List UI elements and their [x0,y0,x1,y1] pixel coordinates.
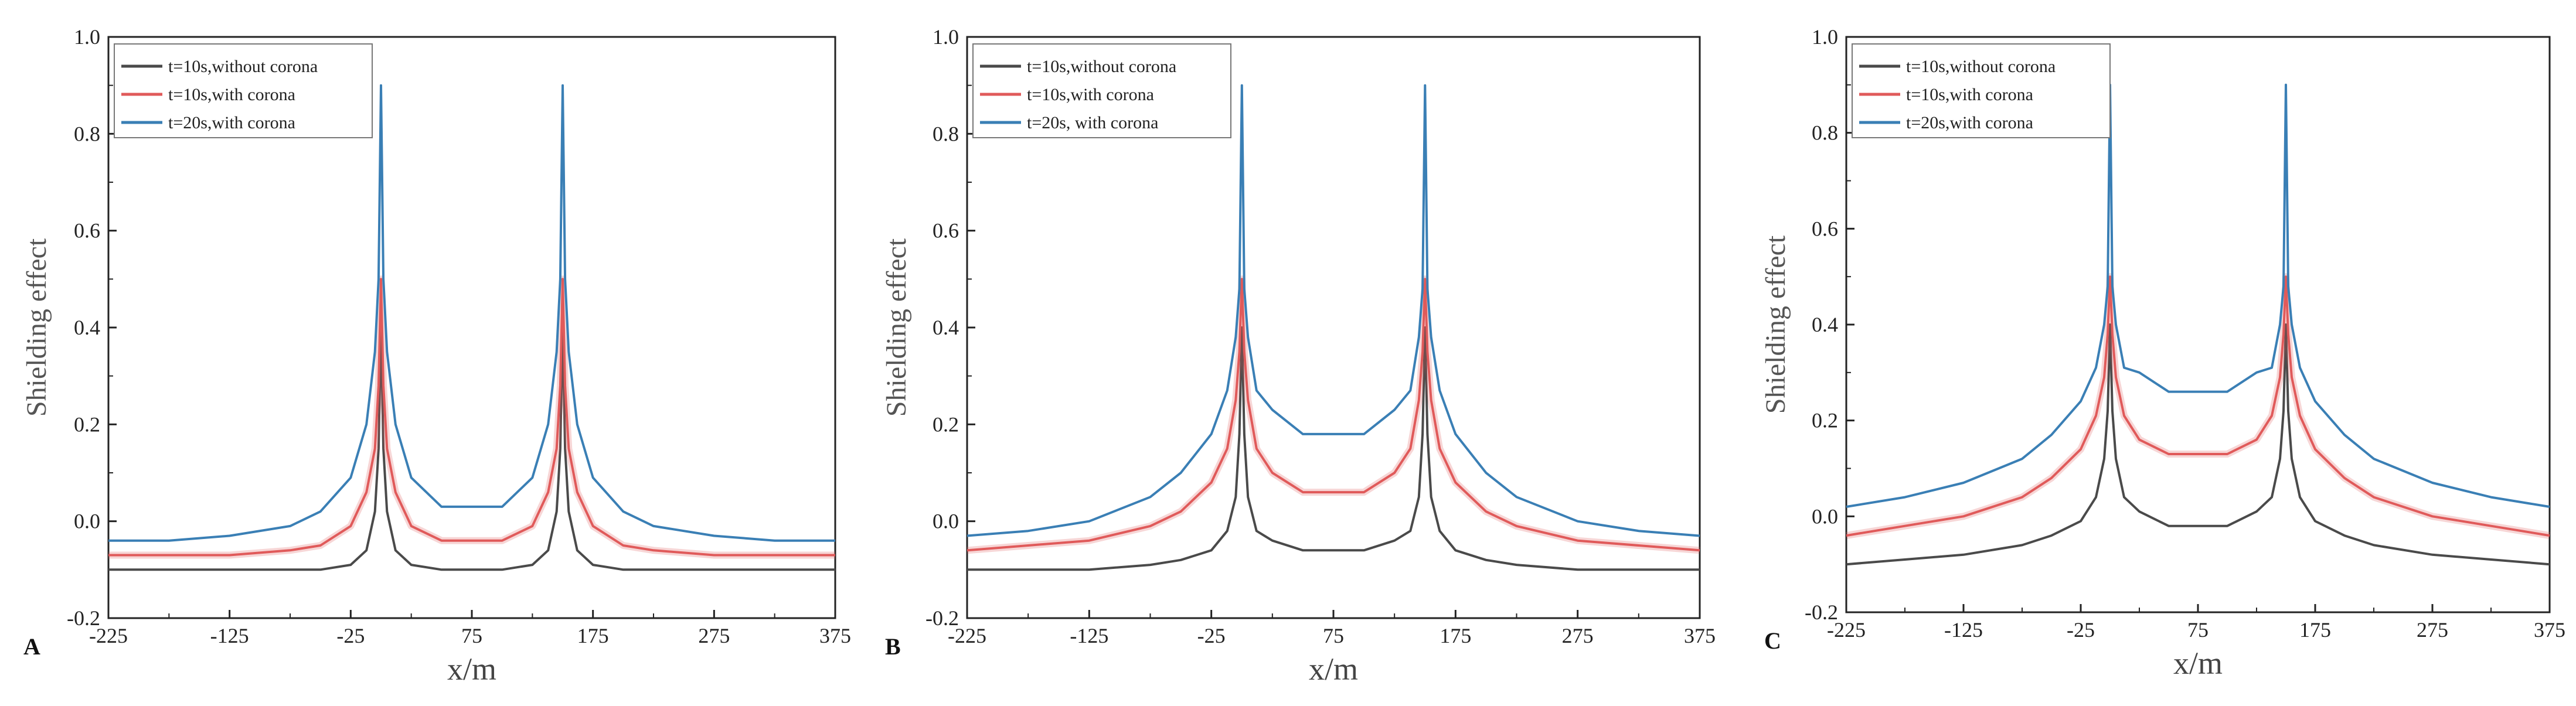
x-tick-label: -225 [1827,618,1866,642]
x-tick-label: 375 [1684,624,1716,647]
legend-entry: t=10s,without corona [1906,57,2056,76]
x-tick-label: 275 [2417,618,2448,642]
x-tick-label: 175 [577,624,609,647]
y-tick-label: 0.8 [933,122,959,145]
legend-entry: t=20s,with corona [1906,113,2033,132]
y-tick-label: 0.8 [1812,121,1838,145]
y-tick-label: 1.0 [933,25,959,49]
chart-panel-a: -0.2 0.0 0.2 0.4 0.6 0.8 1.0 -225 -125 -25 75 175 27… [21,25,851,687]
x-tick-label: 375 [819,624,851,647]
x-axis-label: x/m [1309,652,1358,687]
y-tick-label: 1.0 [74,25,100,49]
y-axis-label: Shielding effect [1760,235,1791,414]
x-tick-label: -125 [210,624,249,647]
y-axis-label: Shielding effect [881,238,912,417]
x-tick-label: -125 [1944,618,1983,642]
series-line-2 [1846,83,2550,508]
y-tick-label: 0.0 [933,510,959,533]
x-tick-label: 75 [461,624,482,647]
series-line-2 [108,84,835,542]
panel-label: B [885,633,901,660]
y-tick-label: 0.6 [933,219,959,243]
y-tick-label: 0.0 [74,510,100,533]
y-tick-label: -0.2 [67,606,100,630]
y-tick-label: 0.6 [74,219,100,243]
chart-panel-c: -0.2 0.0 0.2 0.4 0.6 0.8 1.0 -225 -125 -25 75 175 27… [1760,25,2565,681]
series-line-0 [1846,323,2550,566]
series-line-1 [967,278,1700,552]
series-line-2 [967,84,1700,537]
x-tick-label: 75 [1323,624,1344,647]
x-tick-label: -25 [2067,618,2095,642]
series-line-1 [1846,275,2550,537]
x-tick-label: -125 [1070,624,1108,647]
legend-entry: t=20s, with corona [1027,113,1158,132]
x-tick-label: -225 [948,624,986,647]
x-tick-label: -225 [89,624,128,647]
x-tick-label: 175 [2299,618,2331,642]
y-tick-label: 0.2 [74,412,100,436]
legend-entry: t=20s,with corona [168,113,295,132]
y-tick-label: 0.4 [1812,313,1838,336]
chart-panel-b: -0.2 0.0 0.2 0.4 0.6 0.8 1.0 -225 -125 -25 75 175 27… [881,25,1716,687]
y-tick-label: -0.2 [925,606,959,630]
y-tick-label: 0.0 [1812,504,1838,528]
y-tick-label: -0.2 [1805,601,1838,624]
y-tick-label: 0.8 [74,122,100,145]
y-tick-label: 0.4 [933,316,959,339]
x-tick-label: 175 [1440,624,1471,647]
y-tick-label: 1.0 [1812,25,1838,49]
series-band-1 [1846,273,2550,540]
x-tick-label: -25 [1197,624,1226,647]
legend-entry: t=10s,with corona [1906,85,2033,104]
x-tick-label: 375 [2534,618,2565,642]
legend-entry: t=10s,with corona [1027,85,1154,104]
y-axis-label: Shielding effect [21,238,52,417]
x-axis-label: x/m [447,652,496,687]
series-line-0 [967,326,1700,571]
series-line-0 [108,326,835,571]
x-axis-label: x/m [2173,646,2223,681]
legend-entry: t=10s,without corona [168,57,318,76]
series-band-1 [967,275,1700,554]
y-tick-label: 0.2 [1812,409,1838,432]
series-line-1 [108,278,835,557]
x-tick-label: -25 [336,624,365,647]
x-tick-label: 75 [2187,618,2209,642]
y-tick-label: 0.6 [1812,217,1838,240]
series-band-1 [108,275,835,559]
y-tick-label: 0.2 [933,412,959,436]
legend-entry: t=10s,without corona [1027,57,1176,76]
panel-label: C [1764,627,1781,654]
x-tick-label: 275 [1562,624,1594,647]
x-tick-label: 275 [698,624,730,647]
panel-label: A [23,633,40,660]
legend-entry: t=10s,with corona [168,85,295,104]
y-tick-label: 0.4 [74,316,100,339]
